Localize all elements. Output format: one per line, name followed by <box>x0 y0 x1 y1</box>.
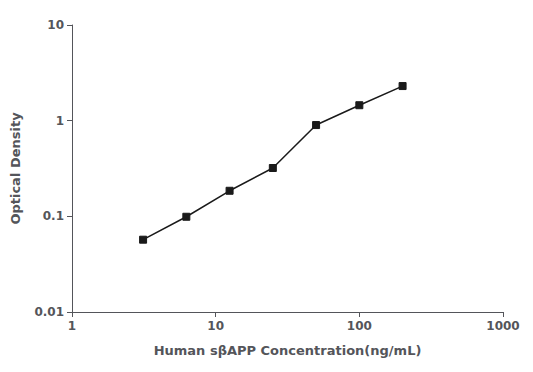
svg-text:1: 1 <box>56 114 64 128</box>
svg-text:0.1: 0.1 <box>43 209 64 223</box>
svg-text:Optical Density: Optical Density <box>8 112 23 225</box>
svg-text:0.01: 0.01 <box>34 305 64 319</box>
svg-text:10: 10 <box>47 18 64 32</box>
svg-text:10: 10 <box>207 319 224 333</box>
svg-text:1: 1 <box>68 319 76 333</box>
svg-text:1000: 1000 <box>486 319 519 333</box>
svg-text:100: 100 <box>347 319 372 333</box>
svg-text:Human sβAPP Concentration(ng/m: Human sβAPP Concentration(ng/mL) <box>154 343 422 358</box>
